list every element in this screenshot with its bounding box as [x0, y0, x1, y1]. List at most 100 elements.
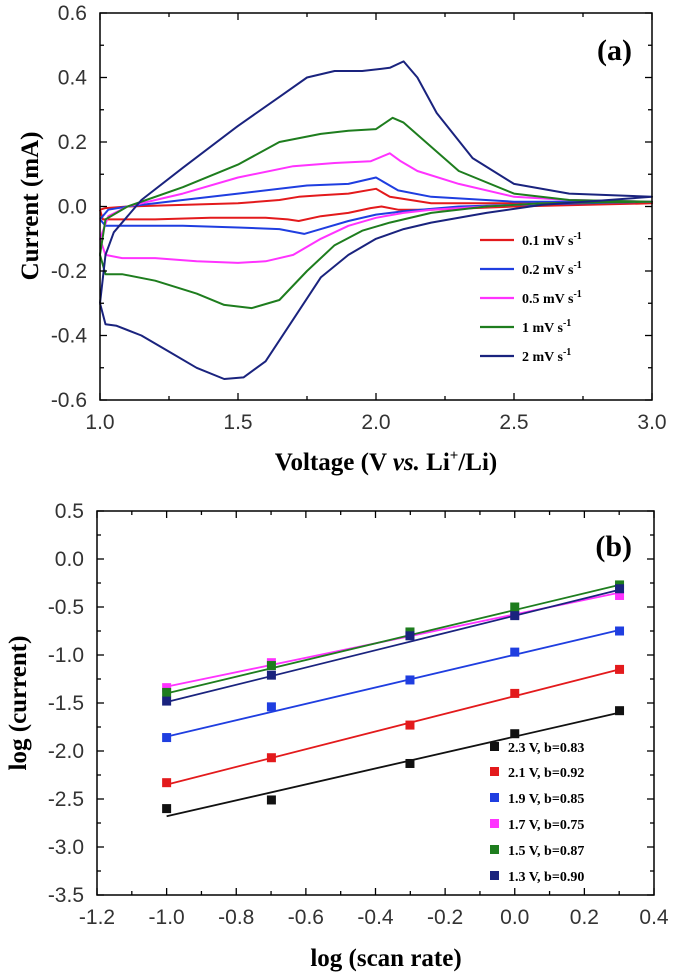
data-point-1.9-v-b-0.85: [510, 647, 520, 657]
y-tick-label: -0.2: [51, 260, 87, 283]
y-tick-label: 0.5: [55, 500, 84, 523]
cv-curve-2-mv-s: [99, 60, 653, 380]
data-point-1.3-v-b-0.90: [405, 631, 415, 641]
fit-line-1.3-v-b-0.90: [166, 588, 620, 703]
panel-b-legend-label-1.7v: 1.7 V, b=0.75: [508, 818, 584, 833]
y-tick-label: -3.5: [48, 884, 84, 907]
x-tick-label: -0.2: [427, 906, 463, 929]
panel-a-ticks: [99, 12, 653, 401]
data-point-2.1-v-b-0.92: [405, 720, 415, 730]
y-tick-label: -0.5: [48, 596, 84, 619]
cv-curve-0.1-mv-s: [99, 187, 653, 222]
y-tick-label: 0.6: [58, 2, 87, 25]
data-point-2.1-v-b-0.92: [266, 753, 276, 763]
data-point-1.9-v-b-0.85: [266, 702, 276, 712]
panel-b-legend-marker-1.3v: [490, 871, 499, 880]
x-tick-label: 1.0: [85, 411, 114, 434]
panel-b-legend-item: 1.7 V, b=0.75: [490, 818, 584, 833]
fit-line-2.1-v-b-0.92: [166, 668, 620, 786]
panel-a-legend-item: 2 mV s-1: [480, 347, 571, 365]
data-point-1.3-v-b-0.90: [615, 584, 625, 594]
y-tick-label: -2.0: [48, 740, 84, 763]
y-tick-label: -2.5: [48, 788, 84, 811]
panel-a-legend-item: 0.2 mV s-1: [480, 260, 582, 278]
cv-curve-1-mv-s: [99, 116, 653, 310]
y-tick-label: 0.0: [55, 548, 84, 571]
panel-a-x-axis-title: Voltage (V vs. Li+/Li): [275, 448, 497, 476]
panel-b-label: (b): [595, 530, 632, 563]
x-tick-label: 2.0: [361, 411, 390, 434]
y-tick-label: -3.0: [48, 836, 84, 859]
y-tick-label: -1.5: [48, 692, 84, 715]
x-tick-label: 1.5: [223, 411, 252, 434]
data-point-2.3-v-b-0.83: [405, 758, 415, 768]
panel-b-ticks: [96, 510, 655, 896]
panel-a-legend-item: 0.5 mV s-1: [480, 289, 582, 307]
x-tick-label: 0.0: [500, 906, 529, 929]
panel-b-legend-marker-2.1v: [490, 767, 499, 776]
panel-b-legend-marker-1.7v: [490, 819, 499, 828]
panel-a-legend-label-0.1: 0.1 mV s-1: [522, 231, 582, 249]
panel-b-legend-item: 2.3 V, b=0.83: [490, 741, 584, 756]
x-tick-label: -1.0: [149, 906, 185, 929]
panel-a-y-axis-title: Current (mA): [17, 132, 44, 281]
data-point-1.3-v-b-0.90: [266, 670, 276, 680]
panel-b-legend: 2.3 V, b=0.83 2.1 V, b=0.92 1.9 V, b=0.8…: [490, 741, 584, 885]
y-tick-label: -0.4: [51, 325, 88, 348]
data-point-2.1-v-b-0.92: [615, 664, 625, 674]
panel-b-legend-marker-2.3v: [490, 742, 499, 751]
panel-b-legend-label-1.3v: 1.3 V, b=0.90: [508, 870, 584, 885]
panel-b-legend-marker-1.9v: [490, 793, 499, 802]
panel-b-chart: -1.2 -1.0 -0.8 -0.6 -0.4 -0.2 0.0 0.2 0.4 -3.5 -3.…: [5, 500, 669, 972]
data-point-1.5-v-b-0.87: [162, 687, 172, 697]
data-point-2.3-v-b-0.83: [162, 804, 172, 814]
panel-b-legend-item: 1.5 V, b=0.87: [490, 844, 584, 859]
x-tick-label: 2.5: [499, 411, 528, 434]
panel-a-label: (a): [597, 34, 632, 67]
data-point-2.3-v-b-0.83: [615, 706, 625, 716]
panel-b-legend-label-1.9v: 1.9 V, b=0.85: [508, 792, 584, 807]
x-tick-label: -0.8: [218, 906, 254, 929]
panel-b-legend-item: 1.3 V, b=0.90: [490, 870, 584, 885]
data-point-1.9-v-b-0.85: [615, 626, 625, 636]
data-point-2.3-v-b-0.83: [266, 795, 276, 805]
panel-b-legend-item: 1.9 V, b=0.85: [490, 792, 584, 807]
panel-b-legend-label-1.5v: 1.5 V, b=0.87: [508, 844, 584, 859]
panel-a-chart: 1.0 1.5 2.0 2.5 3.0-0.6-0.4-0.20.00.20.40.6 …: [17, 2, 667, 476]
x-tick-label: 3.0: [637, 411, 666, 434]
data-point-2.3-v-b-0.83: [510, 729, 520, 739]
data-point-1.5-v-b-0.87: [510, 602, 520, 612]
fit-line-1.9-v-b-0.85: [166, 629, 620, 738]
panel-a-legend: 0.1 mV s-1 0.2 mV s-1 0.5 mV s-1 1 mV s-…: [480, 231, 582, 365]
panel-b-legend-item: 2.1 V, b=0.92: [490, 766, 584, 781]
data-point-1.9-v-b-0.85: [405, 675, 415, 685]
panel-a-legend-item: 0.1 mV s-1: [480, 231, 582, 249]
fit-line-2.3-v-b-0.83: [166, 711, 620, 818]
y-tick-label: -1.0: [48, 644, 84, 667]
panel-a-legend-item: 1 mV s-1: [480, 318, 571, 336]
panel-a-legend-label-1: 1 mV s-1: [522, 318, 571, 336]
panel-a-legend-label-2: 2 mV s-1: [522, 347, 571, 365]
panel-b-frame: [96, 510, 655, 896]
y-tick-label: 0.2: [58, 131, 87, 154]
x-tick-label: -0.4: [357, 906, 394, 929]
y-tick-label: 0.0: [58, 196, 87, 219]
panel-b-x-axis-title: log (scan rate): [310, 945, 461, 972]
data-point-1.7-v-b-0.75: [615, 590, 625, 600]
panel-b-legend-marker-1.5v: [490, 845, 499, 854]
y-tick-label: 0.4: [58, 67, 88, 90]
x-tick-label: 0.4: [639, 906, 669, 929]
panel-b-y-axis-title: log (current): [5, 636, 32, 771]
data-point-1.5-v-b-0.87: [266, 661, 276, 671]
data-point-1.7-v-b-0.75: [162, 683, 172, 693]
data-point-1.3-v-b-0.90: [510, 611, 520, 621]
panel-a-legend-label-0.2: 0.2 mV s-1: [522, 260, 582, 278]
panel-a-series-group: [99, 60, 653, 380]
data-point-1.3-v-b-0.90: [162, 696, 172, 706]
panel-b-tick-labels: -1.2 -1.0 -0.8 -0.6 -0.4 -0.2 0.0 0.2 0.4 -3.5 -3.…: [48, 500, 669, 929]
data-point-2.1-v-b-0.92: [510, 688, 520, 698]
fit-line-1.5-v-b-0.87: [166, 584, 620, 695]
panel-b-series-group: [162, 580, 625, 818]
y-tick-label: -0.6: [51, 389, 87, 412]
